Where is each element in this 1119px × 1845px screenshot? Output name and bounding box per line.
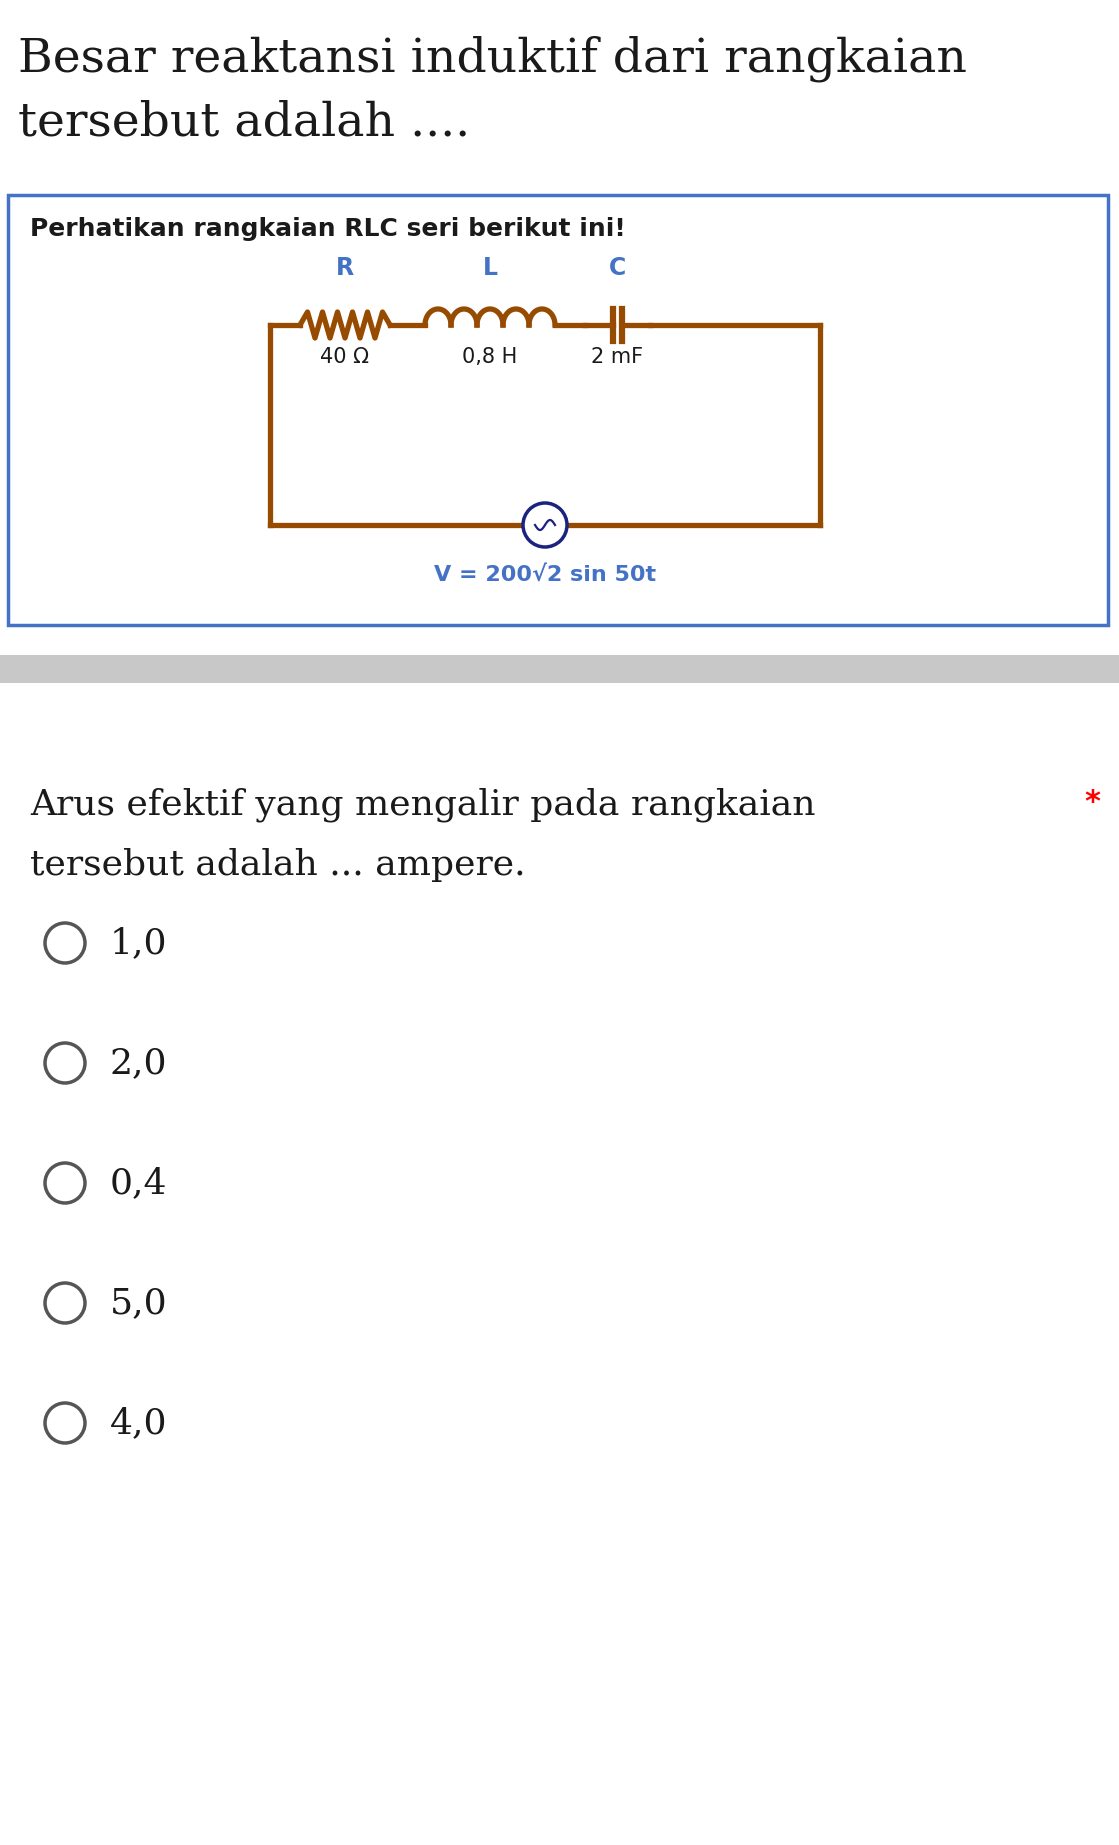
Text: V = 200√2 sin 50t: V = 200√2 sin 50t <box>434 565 656 585</box>
Text: Besar reaktansi induktif dari rangkaian: Besar reaktansi induktif dari rangkaian <box>18 35 967 81</box>
Circle shape <box>523 504 567 546</box>
Text: 1,0: 1,0 <box>110 926 168 959</box>
Text: Arus efektif yang mengalir pada rangkaian: Arus efektif yang mengalir pada rangkaia… <box>30 788 816 823</box>
Text: R: R <box>336 256 354 280</box>
Text: 40 Ω: 40 Ω <box>320 347 369 367</box>
Text: Perhatikan rangkaian RLC seri berikut ini!: Perhatikan rangkaian RLC seri berikut in… <box>30 218 626 242</box>
Text: *: * <box>1084 788 1100 817</box>
Text: tersebut adalah ... ampere.: tersebut adalah ... ampere. <box>30 849 526 882</box>
Text: 2 mF: 2 mF <box>592 347 643 367</box>
Text: 0,8 H: 0,8 H <box>462 347 518 367</box>
FancyBboxPatch shape <box>0 655 1119 683</box>
Text: C: C <box>609 256 627 280</box>
Text: 4,0: 4,0 <box>110 1406 168 1439</box>
Text: tersebut adalah ....: tersebut adalah .... <box>18 100 470 146</box>
Text: 0,4: 0,4 <box>110 1166 168 1199</box>
Text: L: L <box>482 256 498 280</box>
FancyBboxPatch shape <box>8 196 1108 625</box>
Text: 2,0: 2,0 <box>110 1046 168 1079</box>
Text: 5,0: 5,0 <box>110 1286 168 1319</box>
